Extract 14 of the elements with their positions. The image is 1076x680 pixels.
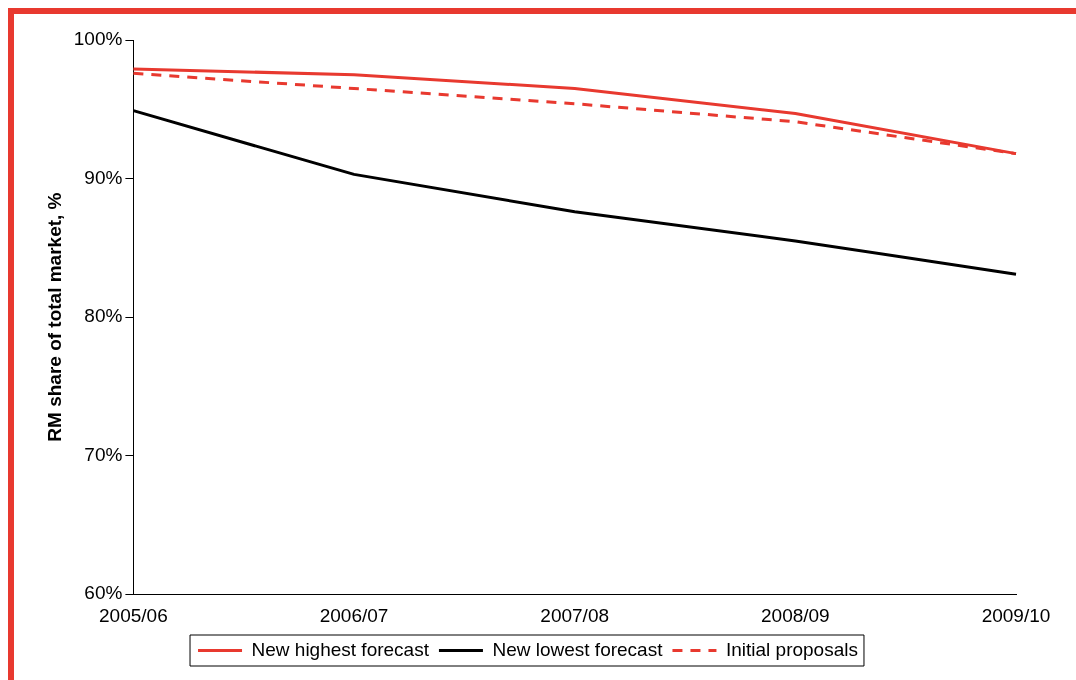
legend-label: New lowest forecast <box>492 638 664 660</box>
y-tick-label: 90% <box>84 166 123 188</box>
legend-label: New highest forecast <box>251 638 430 660</box>
x-tick-label: 2006/07 <box>319 604 389 626</box>
x-tick-label: 2007/08 <box>540 604 610 626</box>
x-tick-label: 2009/10 <box>981 604 1051 626</box>
x-tick-label: 2005/06 <box>99 604 168 626</box>
x-tick-label: 2008/09 <box>761 604 830 626</box>
y-tick-label: 80% <box>84 305 123 327</box>
legend-label: Initial proposals <box>725 638 858 660</box>
y-axis-title: RM share of total market, % <box>43 192 65 442</box>
y-tick-label: 70% <box>84 443 123 465</box>
y-tick-label: 60% <box>84 582 123 604</box>
y-tick-label: 100% <box>73 28 123 50</box>
